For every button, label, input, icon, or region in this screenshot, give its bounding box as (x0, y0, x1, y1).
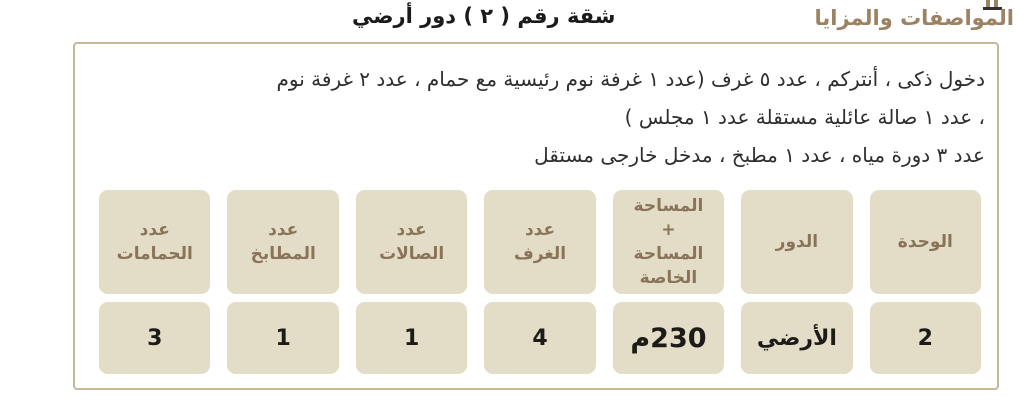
spec-table: الوحدة 2 الدور الأرضي المساحة + المساحة … (99, 190, 981, 374)
description-line-2: ، عدد ١ صالة عائلية مستقلة عدد ١ مجلس ) (624, 105, 985, 129)
header-cell-floor: الدور (741, 190, 853, 294)
value-cell-area: 230م (612, 302, 725, 374)
section-title: المواصفات والمزايا (814, 6, 1014, 30)
column-bathrooms: عدد الحمامات 3 (99, 190, 211, 374)
header-cell-rooms: عدد الغرف (484, 190, 596, 294)
value-cell-halls: 1 (355, 302, 468, 374)
column-kitchens: عدد المطابخ 1 (227, 190, 339, 374)
fragment-underline (983, 7, 1002, 10)
fragment-bar (994, 0, 998, 7)
description-line-1: دخول ذكى ، أنتركم ، عدد ٥ غرف (عدد ١ غرف… (276, 67, 985, 91)
header-cell-halls: عدد الصالات (355, 190, 468, 294)
unit-description: دخول ذكى ، أنتركم ، عدد ٥ غرف (عدد ١ غرف… (93, 60, 985, 174)
column-floor: الدور الأرضي (741, 190, 853, 374)
unit-title: شقة رقم ( ٢ ) دور أرضي (352, 4, 616, 28)
header-cell-bathrooms: عدد الحمامات (99, 190, 211, 294)
column-halls: عدد الصالات 1 (355, 190, 468, 374)
fragment-bar (986, 0, 990, 7)
column-unit: الوحدة 2 (869, 190, 981, 374)
header-cell-area: المساحة + المساحة الخاصة (612, 190, 725, 294)
header-cell-kitchens: عدد المطابخ (227, 190, 339, 294)
value-cell-unit: 2 (869, 302, 981, 374)
description-line-3: عدد ٣ دورة مياه ، عدد ١ مطبخ ، مدخل خارج… (534, 143, 985, 167)
specifications-panel: دخول ذكى ، أنتركم ، عدد ٥ غرف (عدد ١ غرف… (73, 42, 999, 390)
column-area: المساحة + المساحة الخاصة 230م (612, 190, 725, 374)
cropped-glyph-fragment (983, 0, 1003, 11)
value-cell-kitchens: 1 (227, 302, 339, 374)
value-cell-bathrooms: 3 (99, 302, 211, 374)
value-cell-rooms: 4 (484, 302, 596, 374)
header-cell-unit: الوحدة (869, 190, 981, 294)
value-cell-floor: الأرضي (741, 302, 853, 374)
column-rooms: عدد الغرف 4 (484, 190, 596, 374)
